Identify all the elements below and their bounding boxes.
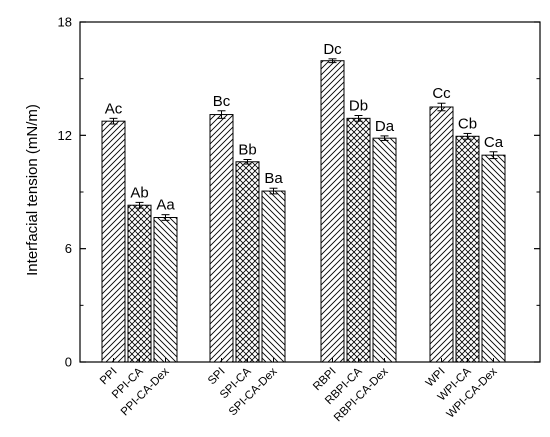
bar-rbpi-ca	[346, 117, 371, 363]
bar-ppi-ca	[127, 204, 152, 363]
category-label: SPI	[206, 366, 228, 388]
bar-ppi-ca-dex	[153, 217, 178, 363]
bar-rbpi-ca-dex	[372, 137, 397, 363]
bar-spi-ca-dex	[261, 190, 286, 363]
bar-ppi	[101, 120, 126, 363]
significance-label: Bc	[213, 93, 231, 110]
y-tick-label: 12	[58, 128, 72, 143]
category-label: PPI	[98, 366, 120, 388]
significance-label: Ba	[264, 170, 283, 187]
plot-area: 061218AcPPIAbPPI-CAAaPPI-CA-DexBcSPIBbSP…	[58, 15, 541, 424]
significance-label: Db	[349, 98, 368, 115]
significance-label: Ac	[105, 100, 123, 117]
significance-label: Cb	[458, 115, 477, 132]
bar-wpi-ca	[455, 135, 480, 363]
bar-spi	[209, 114, 234, 363]
significance-label: Ab	[130, 184, 148, 201]
significance-label: Cc	[432, 85, 451, 102]
significance-label: Dc	[323, 41, 342, 58]
significance-label: Da	[375, 118, 395, 135]
y-tick-label: 6	[65, 241, 72, 256]
significance-label: Aa	[156, 197, 175, 214]
y-tick-label: 0	[65, 355, 72, 370]
significance-label: Bb	[238, 142, 256, 159]
y-tick-label: 18	[58, 15, 72, 30]
significance-label: Ca	[484, 134, 504, 151]
bar-wpi	[429, 106, 454, 363]
bar-spi-ca	[235, 161, 260, 363]
bar-wpi-ca-dex	[481, 154, 506, 363]
bar-rbpi	[320, 60, 345, 363]
y-axis-title: Interfacial tension (mN/m)	[24, 104, 41, 276]
